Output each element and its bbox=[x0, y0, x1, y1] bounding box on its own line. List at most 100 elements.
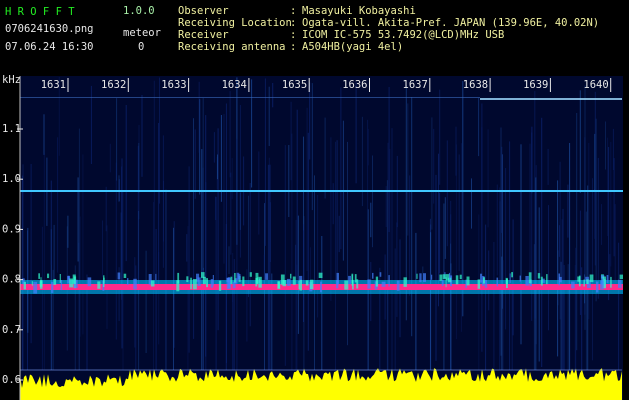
band-spike bbox=[571, 281, 575, 289]
noise-streak bbox=[557, 180, 559, 357]
noise-streak bbox=[264, 78, 266, 246]
noise-streak bbox=[367, 119, 369, 370]
noise-streak bbox=[407, 103, 409, 236]
noise-streak bbox=[217, 154, 218, 180]
band-spike bbox=[459, 274, 462, 280]
noise-streak bbox=[531, 132, 533, 321]
noise-streak bbox=[50, 180, 52, 265]
band-spike bbox=[396, 280, 400, 291]
band-spike bbox=[589, 274, 594, 283]
noise-streak bbox=[409, 175, 411, 296]
band-spike bbox=[455, 275, 459, 285]
noise-streak bbox=[295, 244, 297, 277]
band-spike bbox=[148, 274, 152, 285]
field-label: Receiver bbox=[178, 29, 229, 41]
noise-streak bbox=[158, 251, 160, 345]
noise-streak bbox=[601, 204, 602, 245]
noise-streak bbox=[460, 143, 462, 332]
band-spike bbox=[201, 272, 205, 278]
band-spike bbox=[23, 281, 26, 290]
noise-streak bbox=[82, 154, 84, 335]
noise-streak bbox=[309, 82, 311, 160]
noise-streak bbox=[500, 127, 502, 356]
line-top bbox=[480, 98, 622, 100]
band-spike bbox=[31, 281, 33, 286]
noise-streak bbox=[529, 143, 531, 283]
noise-streak bbox=[455, 144, 457, 340]
band-spike bbox=[155, 273, 157, 281]
band-spike bbox=[509, 273, 511, 283]
line-top-faint bbox=[20, 97, 480, 98]
band-spike bbox=[477, 279, 481, 289]
noise-streak bbox=[595, 118, 597, 302]
noise-streak bbox=[541, 117, 543, 367]
spectrogram-texture bbox=[20, 77, 623, 400]
band-spike bbox=[176, 280, 180, 292]
band-spike bbox=[226, 277, 231, 290]
noise-streak bbox=[496, 184, 498, 276]
noise-streak bbox=[613, 158, 615, 257]
band-spike bbox=[234, 278, 238, 284]
noise-streak bbox=[225, 103, 227, 363]
band-spike bbox=[367, 279, 371, 289]
noise-streak bbox=[370, 202, 372, 238]
minute-label: 1631 bbox=[41, 79, 66, 91]
band-spike bbox=[540, 276, 543, 286]
noise-streak bbox=[173, 227, 174, 370]
noise-streak bbox=[336, 140, 338, 287]
band-spike bbox=[210, 279, 213, 288]
band-spike bbox=[38, 273, 40, 279]
y-tick-label: 1.1 bbox=[2, 123, 21, 135]
noise-streak bbox=[588, 143, 590, 320]
noise-streak bbox=[263, 254, 265, 284]
band-spike bbox=[416, 273, 418, 279]
noise-streak bbox=[303, 136, 304, 231]
noise-streak bbox=[505, 168, 507, 330]
band-spike bbox=[186, 276, 189, 283]
band-spike bbox=[192, 279, 197, 290]
noise-streak bbox=[438, 153, 439, 307]
band-spike bbox=[546, 274, 548, 285]
band-spike bbox=[286, 278, 291, 286]
noise-streak bbox=[379, 267, 381, 370]
band-spike bbox=[310, 279, 314, 290]
y-tick-label: 0.6 bbox=[2, 374, 21, 386]
band-spike bbox=[466, 276, 470, 286]
meteor-count: 0 bbox=[138, 41, 144, 53]
field-label: Receiving Location bbox=[178, 17, 292, 29]
band-spike bbox=[226, 277, 230, 282]
band-spike bbox=[265, 273, 268, 280]
noise-streak bbox=[267, 164, 269, 370]
minute-label: 1635 bbox=[282, 79, 307, 91]
noise-streak bbox=[405, 85, 407, 321]
band-spike bbox=[133, 278, 137, 290]
noise-streak bbox=[239, 192, 241, 230]
band-spike bbox=[465, 279, 468, 288]
band-spike bbox=[381, 281, 386, 287]
noise-streak bbox=[41, 226, 43, 370]
noise-streak bbox=[471, 178, 472, 229]
noise-streak bbox=[116, 98, 118, 181]
band-spike bbox=[249, 272, 252, 277]
noise-streak bbox=[567, 184, 569, 238]
band-spike bbox=[318, 272, 323, 278]
noise-streak bbox=[158, 123, 160, 287]
noise-streak bbox=[481, 127, 483, 295]
band-spike bbox=[336, 272, 339, 285]
noise-streak bbox=[229, 91, 231, 178]
noise-streak bbox=[455, 126, 457, 176]
band-spike bbox=[431, 274, 433, 280]
noise-streak bbox=[188, 166, 190, 353]
noise-streak bbox=[355, 82, 357, 184]
band-spike bbox=[519, 275, 521, 282]
band-spike bbox=[585, 276, 589, 282]
minute-label: 1638 bbox=[463, 79, 488, 91]
noise-streak bbox=[125, 105, 127, 262]
band-spike bbox=[354, 274, 357, 283]
band-spike bbox=[305, 280, 309, 286]
noise-streak bbox=[367, 128, 369, 166]
noise-streak bbox=[575, 247, 577, 370]
band-spike bbox=[537, 273, 541, 279]
band-spike bbox=[618, 279, 622, 288]
